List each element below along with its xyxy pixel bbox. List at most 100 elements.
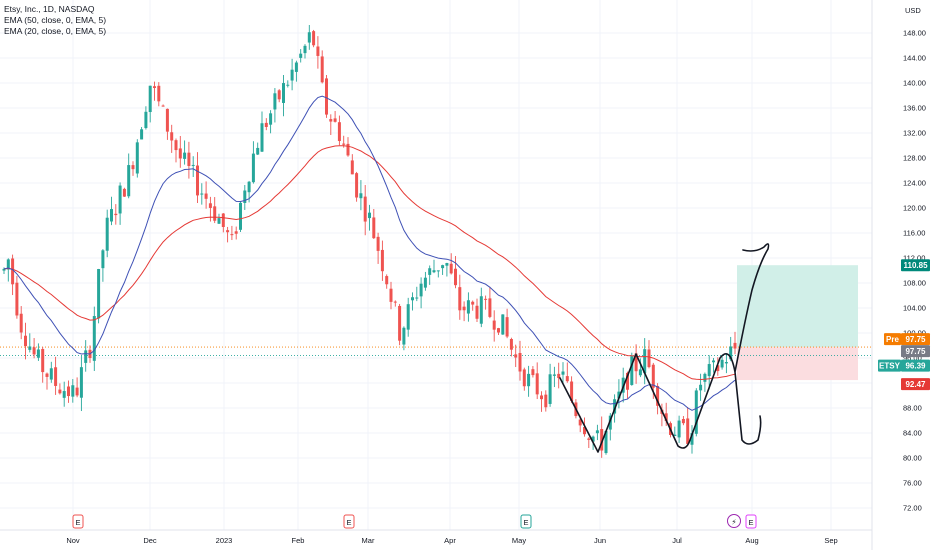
candle-body xyxy=(217,218,221,224)
candle-body xyxy=(729,346,733,360)
candle-body xyxy=(54,367,58,386)
candle-body xyxy=(6,259,10,270)
ema50-line xyxy=(3,145,736,381)
candle-body xyxy=(583,426,586,435)
candle-body xyxy=(226,230,230,233)
candle-body xyxy=(32,347,36,355)
price-tick-label: 84.00 xyxy=(903,429,922,438)
price-tick-label: 104.00 xyxy=(903,304,926,313)
candle-body xyxy=(651,364,655,388)
candle-body xyxy=(587,438,591,440)
candle-body xyxy=(703,373,707,382)
price-tick-label: 124.00 xyxy=(903,179,926,188)
candle-body xyxy=(647,349,651,368)
candle-body xyxy=(97,269,101,319)
candle-body xyxy=(28,346,32,350)
candle-body xyxy=(419,283,423,297)
candle-body xyxy=(312,31,316,46)
w-pattern-drawing xyxy=(559,243,770,453)
candle-body xyxy=(62,391,66,398)
candle-body xyxy=(557,373,561,379)
current-price-tag: 96.39 xyxy=(905,362,926,371)
loss-zone xyxy=(737,347,858,381)
last-price-tag-bg xyxy=(901,345,930,358)
candle-body xyxy=(290,69,294,81)
pre-price-tag-bg xyxy=(901,333,930,346)
profit-zone xyxy=(737,265,858,348)
candle-body xyxy=(161,105,165,107)
candle-body xyxy=(239,202,242,230)
candle-body xyxy=(604,430,608,454)
price-tick-label: 148.00 xyxy=(903,29,926,38)
candle-body xyxy=(724,362,728,364)
candle-body xyxy=(118,185,122,214)
earnings-marker-label: E xyxy=(75,518,80,527)
time-tick-label: Nov xyxy=(66,536,80,545)
price-tick-label: 88.00 xyxy=(903,404,922,413)
price-tick-label: 108.00 xyxy=(903,279,926,288)
time-tick-label: Jun xyxy=(594,536,606,545)
price-tick-label: 72.00 xyxy=(903,504,922,513)
candle-body xyxy=(36,349,40,358)
candle-body xyxy=(213,206,217,221)
earnings-marker xyxy=(520,514,532,529)
candle-body xyxy=(191,164,195,166)
candle-body xyxy=(656,385,660,406)
candle-body xyxy=(346,143,350,156)
price-tags: 110.85 Pre 97.75 97.75 ETSY 96.39 92.47 xyxy=(878,259,930,391)
candles xyxy=(2,24,737,458)
candle-body xyxy=(389,288,393,302)
pre-price-tag: 97.75 xyxy=(905,335,926,344)
candle-body xyxy=(320,56,324,83)
candle-body xyxy=(462,306,466,311)
candle-body xyxy=(385,276,389,285)
candle-body xyxy=(699,384,703,391)
candle-body xyxy=(41,349,45,373)
candle-body xyxy=(101,250,105,269)
candle-body xyxy=(256,147,260,155)
chart-legend: Etsy, Inc., 1D, NASDAQ EMA (50, close, 0… xyxy=(4,4,106,37)
candle-body xyxy=(307,32,311,43)
candle-body xyxy=(686,418,690,444)
candle-body xyxy=(84,350,88,363)
candle-body xyxy=(527,373,531,387)
candle-body xyxy=(316,46,320,56)
candle-body xyxy=(247,181,251,193)
candle-body xyxy=(294,62,298,72)
price-tick-label: 76.00 xyxy=(903,479,922,488)
earnings-marker-label: E xyxy=(523,518,528,527)
candle-body xyxy=(221,213,225,227)
candle-body xyxy=(458,287,462,311)
candle-body xyxy=(376,236,380,251)
candle-body xyxy=(127,165,131,197)
candle-body xyxy=(204,193,208,199)
target-price-tag-bg xyxy=(901,259,930,272)
ema20-line xyxy=(3,95,736,411)
candle-body xyxy=(643,349,647,374)
candle-body xyxy=(712,360,715,363)
candle-body xyxy=(664,413,668,422)
candle-body xyxy=(131,165,135,170)
candle-body xyxy=(264,122,268,127)
current-price-tag-bg xyxy=(901,359,930,372)
candle-body xyxy=(466,300,470,314)
candle-body xyxy=(411,297,414,301)
price-tick-label: 120.00 xyxy=(903,204,926,213)
candle-body xyxy=(548,374,552,404)
candle-body xyxy=(471,301,475,305)
candle-body xyxy=(505,317,509,337)
candle-body xyxy=(157,85,161,102)
candle-body xyxy=(393,301,397,303)
candle-body xyxy=(24,335,27,347)
candle-body xyxy=(135,142,139,174)
candle-body xyxy=(522,369,526,387)
candle-body xyxy=(544,394,548,408)
candle-body xyxy=(694,390,698,434)
candle-body xyxy=(105,217,109,251)
candle-body xyxy=(75,387,79,396)
candle-body xyxy=(208,203,212,208)
candle-body xyxy=(196,165,199,196)
candle-body xyxy=(681,418,685,424)
candle-body xyxy=(251,153,255,183)
